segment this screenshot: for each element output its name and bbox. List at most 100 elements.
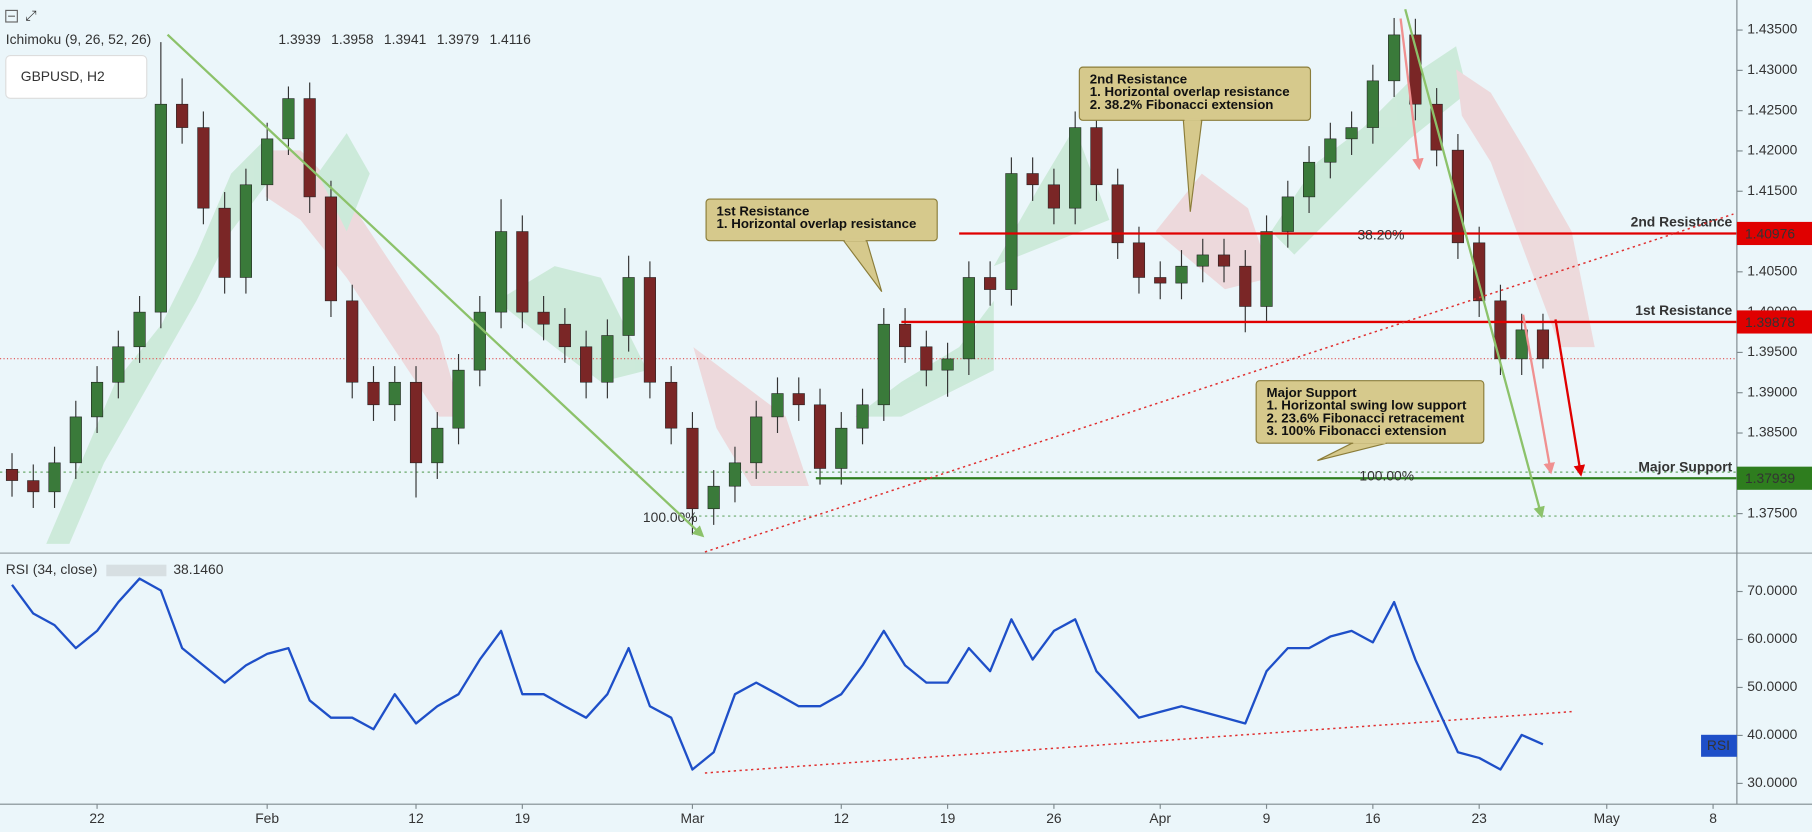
candle-body bbox=[622, 277, 635, 336]
candle-body bbox=[1154, 277, 1167, 284]
fib-label: 100.00% bbox=[643, 509, 698, 525]
y-tick-label: 1.42500 bbox=[1747, 101, 1797, 117]
callout-text: Major Support bbox=[1267, 385, 1358, 400]
candle-body bbox=[1536, 329, 1550, 360]
x-tick-label: 19 bbox=[940, 810, 956, 826]
y-tick-label: 1.40500 bbox=[1747, 262, 1797, 278]
series-tag bbox=[1701, 734, 1737, 757]
candle-body bbox=[154, 103, 167, 313]
axes: 1.375001.380001.385001.390001.395001.400… bbox=[89, 21, 1812, 826]
symbol: GBPUSD, H2 bbox=[21, 68, 105, 84]
candle-body bbox=[728, 462, 742, 487]
candle-body bbox=[1069, 127, 1082, 209]
candle-body bbox=[686, 427, 699, 510]
x-tick-label: May bbox=[1594, 810, 1620, 826]
candle-body bbox=[452, 369, 465, 429]
candle-body bbox=[1090, 127, 1103, 186]
y-tick-label: 70.0000 bbox=[1747, 582, 1797, 598]
price-tag-label: 1.40976 bbox=[1745, 225, 1795, 241]
callout-text: 2nd Resistance bbox=[1090, 71, 1187, 86]
candle-body bbox=[5, 468, 19, 481]
candle-body bbox=[1345, 127, 1358, 140]
candle-body bbox=[1047, 184, 1060, 209]
candle-body bbox=[856, 404, 869, 429]
arrow bbox=[1404, 8, 1545, 519]
y-tick-label: 50.0000 bbox=[1747, 678, 1797, 694]
x-tick-label: 22 bbox=[89, 810, 105, 826]
candle-body bbox=[877, 323, 890, 406]
candle-body bbox=[261, 138, 274, 186]
callout-text: 2. 38.2% Fibonacci extension bbox=[1090, 97, 1274, 112]
candle-body bbox=[1473, 242, 1486, 302]
candle-body bbox=[495, 231, 508, 313]
y-tick-label: 30.0000 bbox=[1747, 774, 1797, 790]
indicator-value: 1.3939 bbox=[278, 31, 321, 47]
price-tag-label: 1.39878 bbox=[1745, 314, 1795, 330]
candle-body bbox=[558, 323, 571, 348]
candle-body bbox=[1451, 149, 1464, 244]
candle-body bbox=[813, 404, 827, 469]
y-tick-label: 40.0000 bbox=[1747, 726, 1797, 742]
candle-body bbox=[367, 381, 380, 406]
x-tick-label: 23 bbox=[1471, 810, 1487, 826]
arrow bbox=[166, 33, 705, 538]
indicator-label: Ichimoku (9, 26, 52, 26) bbox=[6, 31, 152, 47]
rsi-buttons[interactable] bbox=[106, 564, 167, 577]
y-tick-label: 1.38500 bbox=[1747, 424, 1797, 440]
trend-line bbox=[704, 213, 1734, 553]
candle-body bbox=[1303, 161, 1316, 198]
candle-body bbox=[218, 207, 231, 278]
candle-body bbox=[1366, 80, 1379, 128]
collapse-button[interactable] bbox=[5, 9, 18, 23]
x-tick-label: 9 bbox=[1263, 810, 1271, 826]
candle-body bbox=[1217, 254, 1231, 267]
candle-body bbox=[282, 98, 295, 140]
candle-body bbox=[1239, 265, 1252, 307]
x-tick-label: Feb bbox=[255, 810, 279, 826]
fib-label: 38.20% bbox=[1357, 227, 1404, 243]
candle-body bbox=[792, 393, 805, 406]
callout-cover bbox=[844, 238, 866, 242]
callout-text: 1. Horizontal overlap resistance bbox=[716, 216, 916, 231]
series-tag-label: RSI bbox=[1707, 737, 1730, 753]
x-tick-label: 12 bbox=[408, 810, 424, 826]
level-label: 1st Resistance bbox=[1635, 302, 1732, 318]
candle-body bbox=[1175, 265, 1188, 284]
candle-body bbox=[750, 416, 763, 464]
candle-body bbox=[1260, 231, 1273, 307]
candle-body bbox=[27, 480, 40, 493]
y-tick-label: 1.39000 bbox=[1747, 383, 1797, 399]
candle-body bbox=[1005, 173, 1018, 290]
level-label: Major Support bbox=[1638, 458, 1732, 474]
candle-body bbox=[1281, 196, 1294, 232]
candle-body bbox=[1111, 184, 1124, 244]
candle-body bbox=[1324, 138, 1337, 163]
arrow bbox=[1521, 314, 1555, 475]
candle-body bbox=[176, 103, 189, 128]
callout-text: 1st Resistance bbox=[716, 203, 809, 218]
candle-body bbox=[1026, 173, 1039, 186]
candle-body bbox=[941, 358, 954, 371]
candle-body bbox=[707, 485, 720, 510]
callout-box bbox=[705, 198, 938, 242]
callout-cover bbox=[1184, 118, 1201, 121]
candle-body bbox=[90, 381, 104, 418]
indicator-value: 1.3941 bbox=[384, 31, 427, 47]
price-tag bbox=[1736, 221, 1812, 246]
candle-body bbox=[409, 381, 423, 464]
callout-text: 1. Horizontal swing low support bbox=[1267, 398, 1467, 413]
y-tick-label: 1.42000 bbox=[1747, 142, 1797, 158]
candle-body bbox=[984, 277, 997, 290]
level-label: 2nd Resistance bbox=[1631, 214, 1733, 230]
candle-body bbox=[665, 381, 678, 429]
y-tick-label: 1.43000 bbox=[1747, 61, 1797, 77]
callout-text: 2. 23.6% Fibonacci retracement bbox=[1267, 410, 1465, 425]
candle-body bbox=[133, 311, 146, 348]
x-tick-label: 19 bbox=[515, 810, 531, 826]
x-tick-label: Mar bbox=[681, 810, 705, 826]
indicator-value: 1.3958 bbox=[331, 31, 374, 47]
y-tick-label: 1.37500 bbox=[1747, 504, 1797, 520]
